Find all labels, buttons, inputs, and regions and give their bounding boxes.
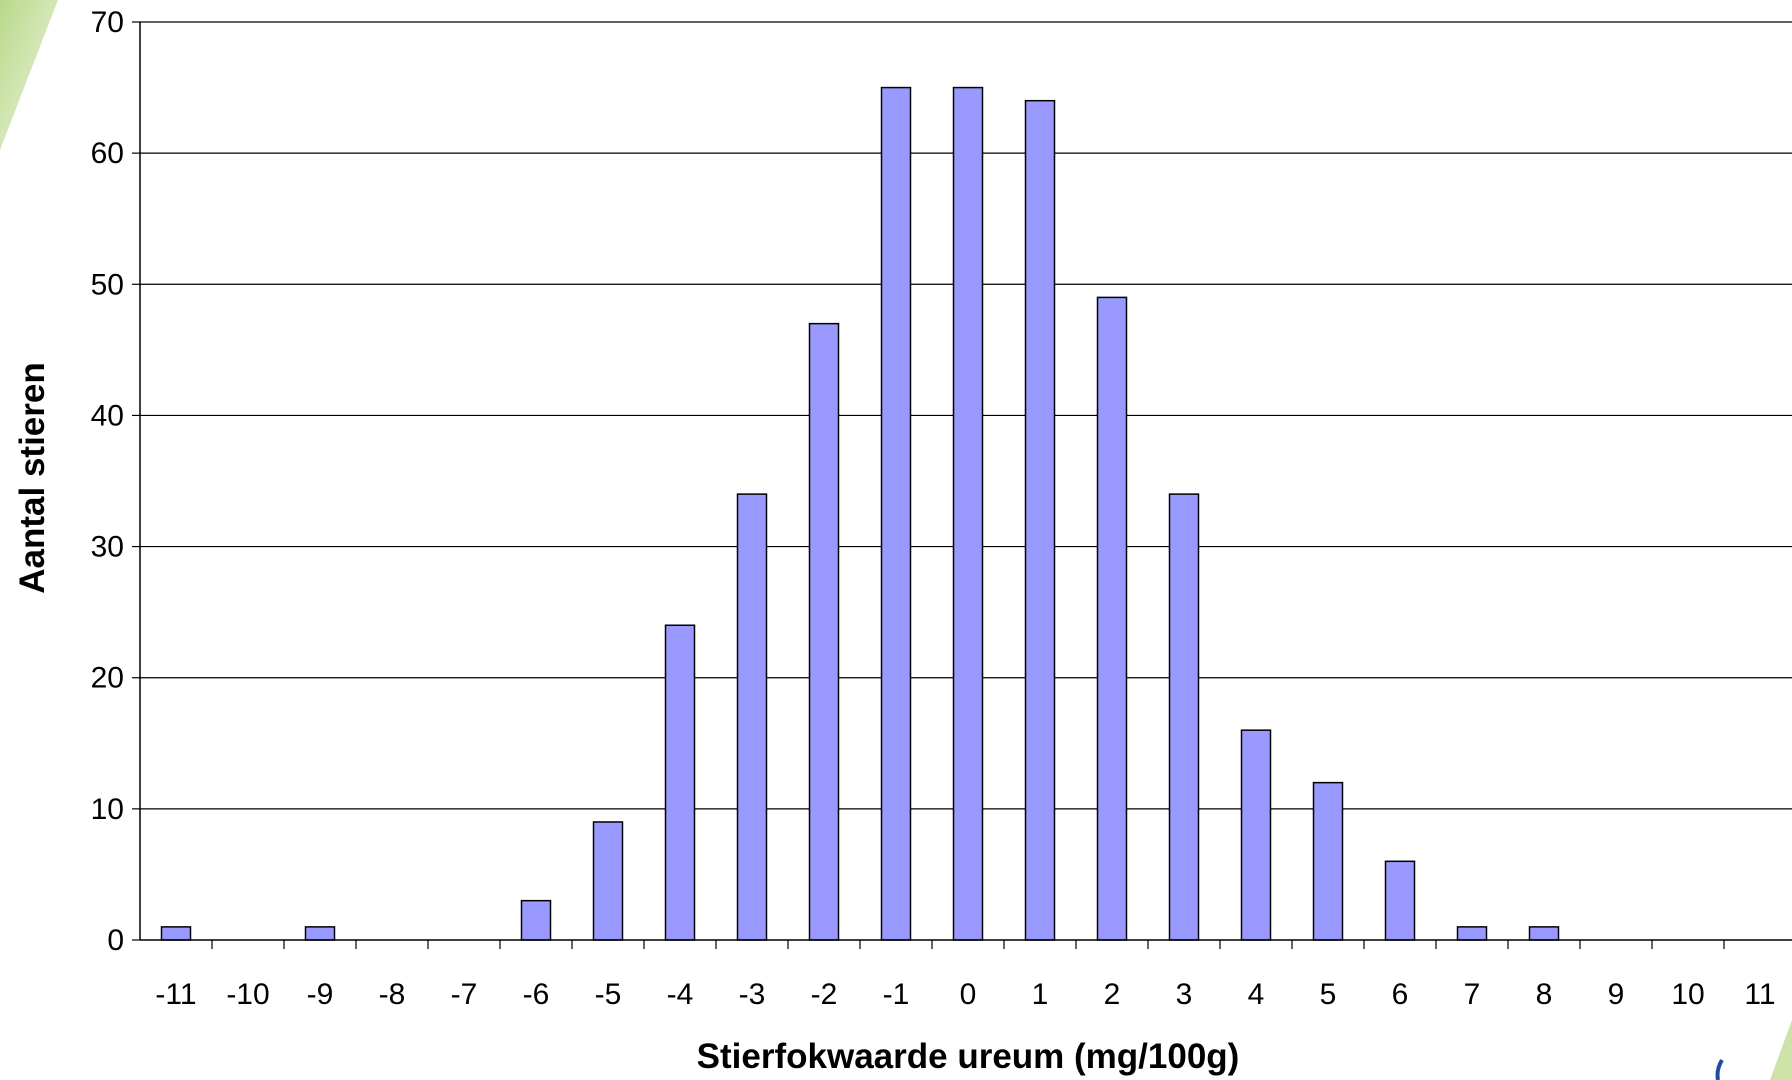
bar-5: [1312, 781, 1344, 941]
y-tick-label: 20: [91, 662, 124, 695]
x-tick-label: -7: [451, 978, 478, 1011]
y-tick-label: 10: [91, 793, 124, 826]
x-tick-label: 9: [1608, 978, 1625, 1011]
x-tick-label: 10: [1671, 978, 1704, 1011]
x-tick-label: -6: [523, 978, 550, 1011]
bar-8: [1528, 926, 1560, 941]
bar--2: [808, 322, 840, 941]
y-axis-title: Aantal stieren: [13, 362, 52, 593]
x-tick-label: 5: [1320, 978, 1337, 1011]
bar-1: [1024, 99, 1056, 941]
x-tick-label: 1: [1032, 978, 1049, 1011]
x-tick-label: -8: [379, 978, 406, 1011]
bars: [160, 86, 1560, 941]
x-tick-label: 2: [1104, 978, 1121, 1011]
x-tick-label: 0: [960, 978, 977, 1011]
bar-0: [952, 86, 984, 941]
x-tick-label: -2: [811, 978, 838, 1011]
y-tick-label: 30: [91, 531, 124, 564]
x-axis-title: Stierfokwaarde ureum (mg/100g): [697, 1037, 1240, 1076]
x-tick-label: -9: [307, 978, 334, 1011]
x-tick-label: 7: [1464, 978, 1481, 1011]
slide-corner-decoration: [0, 0, 58, 150]
bar--3: [736, 493, 768, 941]
x-tick-label: 6: [1392, 978, 1409, 1011]
x-tick-label: 8: [1536, 978, 1553, 1011]
bar--4: [664, 624, 696, 941]
y-tick-label: 70: [91, 6, 124, 39]
x-tick-label: 3: [1176, 978, 1193, 1011]
x-tick-labels: -11 -10 -9 -8 -7 -6 -5 -4 -3 -2 -1 0 1 2 3 4 5 6 7 8 9 10 11: [155, 978, 1775, 1011]
bar-3: [1168, 493, 1200, 941]
bar--11: [160, 926, 192, 941]
y-tick-label: 0: [107, 924, 124, 957]
bar-2: [1096, 296, 1128, 941]
x-tick-label: -3: [739, 978, 766, 1011]
x-tick-label: -4: [667, 978, 694, 1011]
x-tick-label: -10: [226, 978, 269, 1011]
x-tick-label: -1: [883, 978, 910, 1011]
x-tick-label: -5: [595, 978, 622, 1011]
y-tick-labels: 0 10 20 30 40 50 60 70: [91, 6, 124, 957]
x-tick-label: 11: [1744, 978, 1775, 1011]
y-tick-label: 40: [91, 399, 124, 432]
bar--1: [880, 86, 912, 941]
x-tick-label: -11: [155, 978, 196, 1011]
bar-4: [1240, 729, 1272, 941]
bar--9: [304, 926, 336, 941]
axes: [132, 21, 1792, 949]
bar-7: [1456, 926, 1488, 941]
y-tick-label: 60: [91, 137, 124, 170]
x-tick-label: 4: [1248, 978, 1265, 1011]
bar--5: [592, 821, 624, 941]
bar--6: [520, 899, 552, 941]
bar-6: [1384, 860, 1416, 941]
y-tick-label: 50: [91, 268, 124, 301]
